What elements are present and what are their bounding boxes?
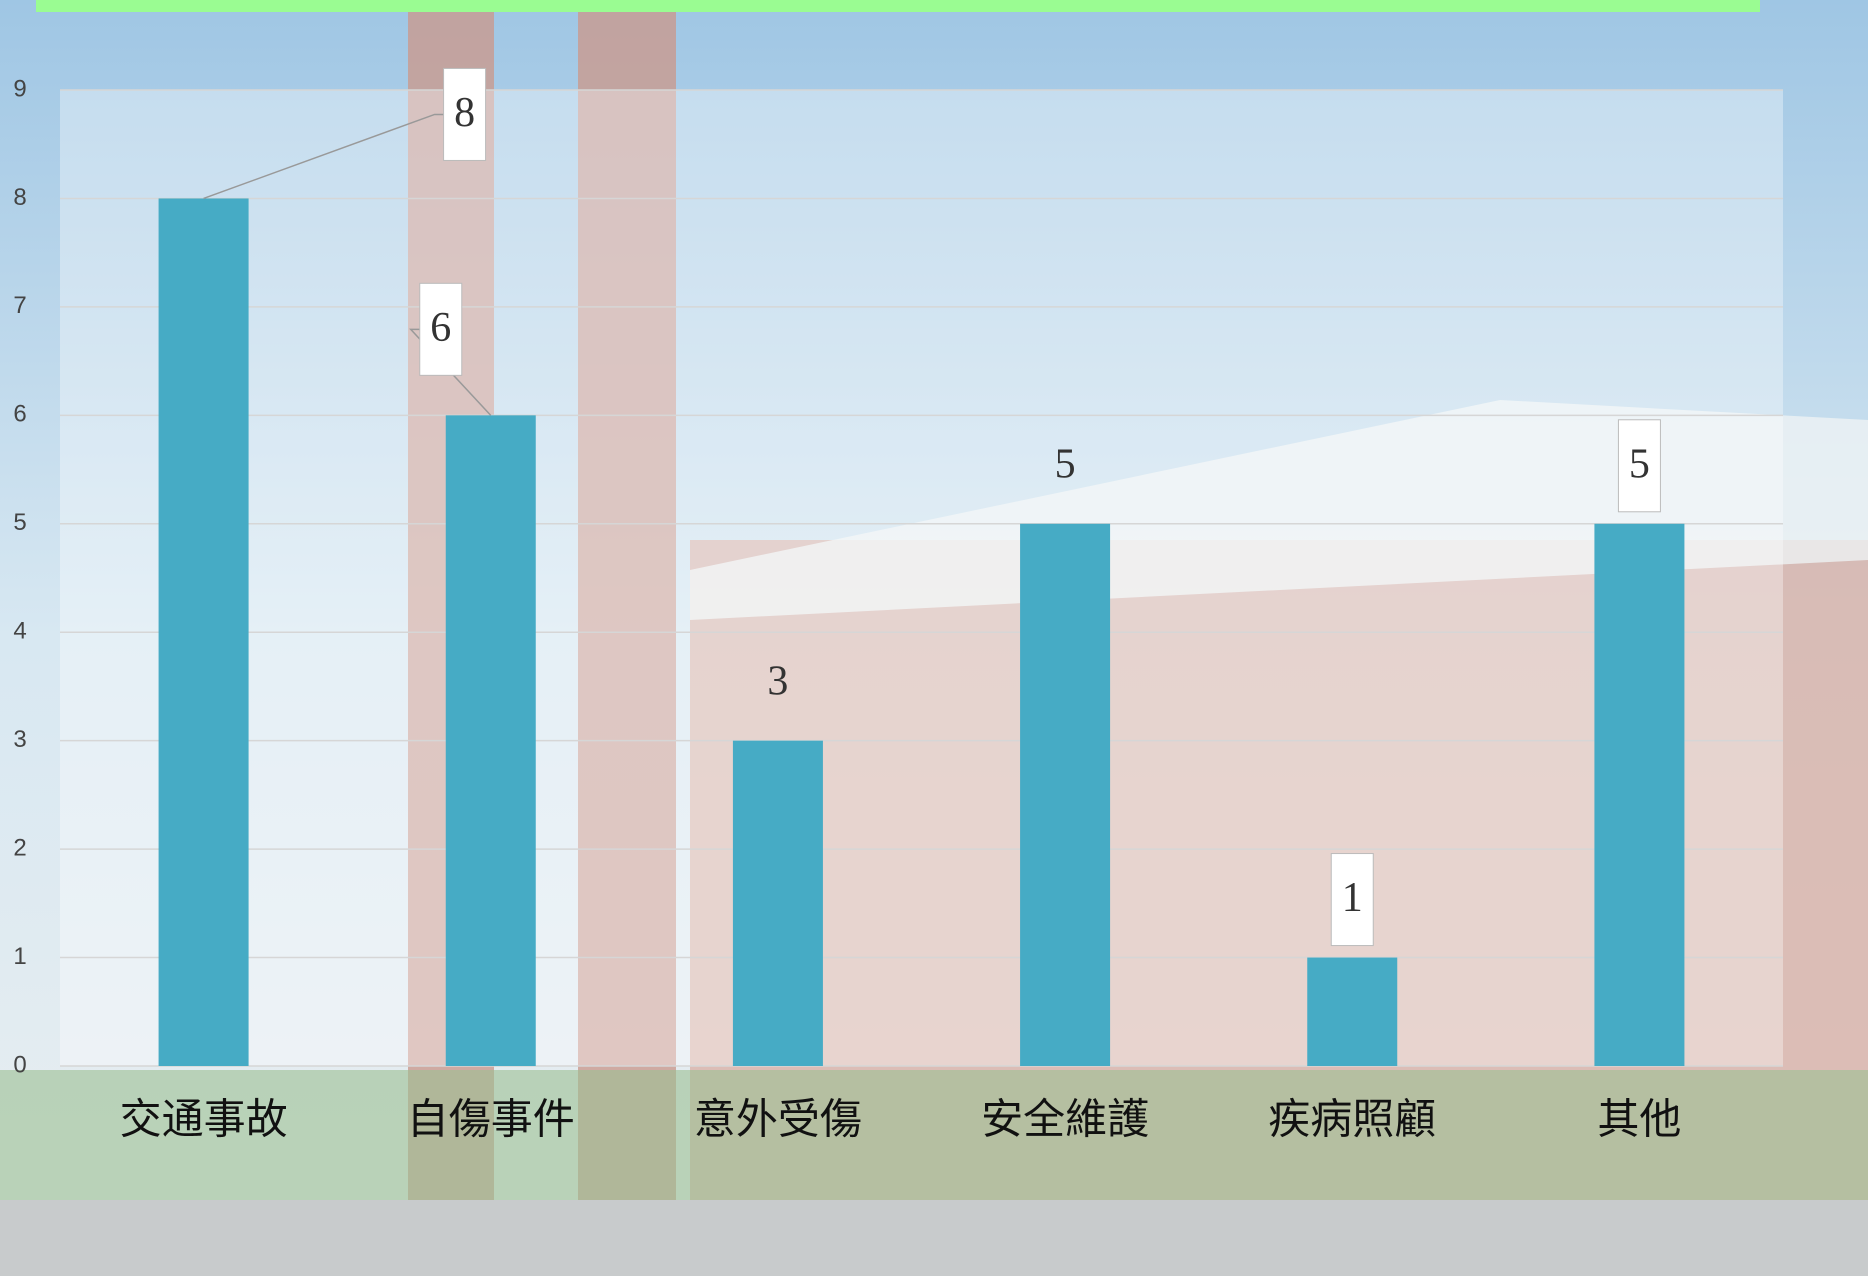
- bar: [732, 740, 823, 1066]
- y-tick-label: 9: [13, 75, 26, 102]
- x-tick-label: 疾病照顧: [1268, 1095, 1436, 1144]
- y-tick-label: 8: [13, 184, 26, 211]
- data-label-box: [443, 67, 487, 161]
- bar: [1594, 523, 1685, 1066]
- bar: [1020, 523, 1111, 1066]
- leader-line: [203, 113, 445, 200]
- y-tick-label: 2: [13, 834, 26, 861]
- y-tick-label: 1: [13, 943, 26, 970]
- data-label: 3: [767, 658, 788, 704]
- x-tick-label: 自傷事件: [407, 1095, 575, 1144]
- data-label-box: [1617, 419, 1661, 513]
- x-tick-label: 其他: [1597, 1095, 1681, 1144]
- bar: [158, 198, 249, 1066]
- leader-line: [409, 328, 492, 416]
- bar: [445, 415, 536, 1066]
- y-tick-label: 0: [13, 1051, 26, 1078]
- header-bar: [36, 0, 1760, 12]
- x-tick-label: 安全維護: [981, 1095, 1149, 1144]
- data-label: 6: [430, 305, 451, 351]
- y-tick-label: 4: [13, 618, 26, 645]
- y-tick-label: 3: [13, 726, 26, 753]
- x-tick-label: 意外受傷: [694, 1095, 862, 1144]
- plot-area: [60, 90, 1783, 1066]
- x-tick-label: 交通事故: [120, 1095, 288, 1144]
- data-label-box: [419, 282, 463, 376]
- y-tick-label: 5: [13, 509, 26, 536]
- data-label: 8: [454, 90, 475, 136]
- data-label-box: [1330, 853, 1374, 947]
- data-label: 5: [1629, 441, 1650, 487]
- y-tick-label: 6: [13, 401, 26, 428]
- bar: [1307, 957, 1398, 1066]
- y-tick-label: 7: [13, 292, 26, 319]
- data-label: 1: [1342, 875, 1363, 921]
- data-label: 5: [1055, 441, 1076, 487]
